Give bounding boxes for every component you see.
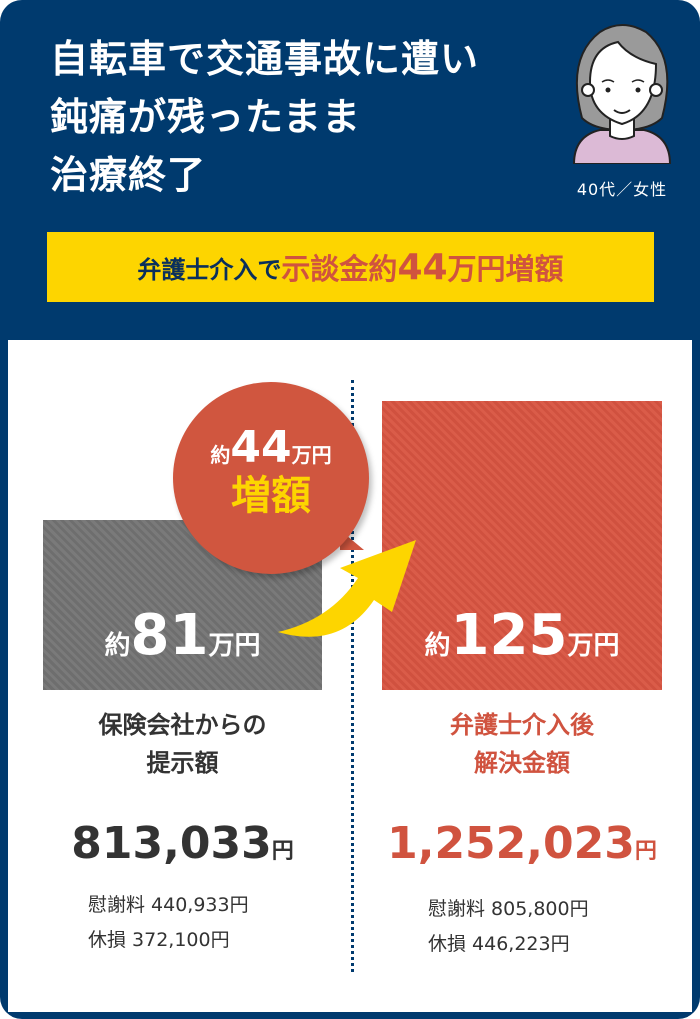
amount-unit: 万円 <box>567 631 620 661</box>
after-amount-box: 約125万円 <box>382 401 662 690</box>
woman-avatar-icon <box>572 24 672 164</box>
amount-unit: 万円 <box>208 631 261 661</box>
detail-line: 慰謝料 805,800円 <box>428 898 589 920</box>
title-line: 自転車で交通事故に遭い <box>50 36 480 81</box>
after-total: 1,252,023 <box>387 818 635 869</box>
after-details: 慰謝料 805,800円 休損 446,223円 <box>428 892 589 962</box>
title-line: 治療終了 <box>50 152 207 197</box>
amount-number: 125 <box>450 603 568 668</box>
amount-number: 81 <box>130 603 209 668</box>
banner-number: 44 <box>397 246 448 288</box>
banner-text: 万円増額 <box>447 252 564 286</box>
after-label: 弁護士介入後 <box>450 711 594 739</box>
bubble-number: 44 <box>230 422 292 473</box>
before-label: 提示額 <box>146 749 219 777</box>
detail-line: 休損 446,223円 <box>428 933 570 955</box>
banner-text: 示談金約 <box>281 252 398 286</box>
yen-unit: 円 <box>634 839 657 864</box>
detail-line: 慰謝料 440,933円 <box>88 894 249 916</box>
title-line: 鈍痛が残ったまま <box>50 94 361 139</box>
amount-prefix: 約 <box>424 631 451 661</box>
before-summary: 保険会社からの 提示額 813,033円 <box>43 706 322 869</box>
detail-line: 休損 372,100円 <box>88 929 230 951</box>
result-banner: 弁護士介入で 示談金約 44 万円増額 <box>47 232 654 302</box>
before-label: 保険会社からの <box>98 711 267 739</box>
before-details: 慰謝料 440,933円 休損 372,100円 <box>88 888 249 958</box>
bubble-label: 増額 <box>231 473 311 519</box>
divider <box>351 380 354 972</box>
increase-bubble: 約44万円 増額 <box>173 382 369 574</box>
bubble-unit: 万円 <box>291 443 332 467</box>
amount-prefix: 約 <box>104 631 131 661</box>
before-total: 813,033 <box>71 818 272 869</box>
increase-arrow-icon <box>278 540 416 637</box>
banner-text: 弁護士介入で <box>137 255 282 284</box>
profile-label: 40代／女性 <box>576 180 668 199</box>
after-summary: 弁護士介入後 解決金額 1,252,023円 <box>382 706 662 869</box>
after-label: 解決金額 <box>474 749 570 777</box>
yen-unit: 円 <box>271 839 294 864</box>
case-title: 自転車で交通事故に遭い 鈍痛が残ったまま 治療終了 <box>50 30 479 204</box>
bubble-prefix: 約 <box>210 443 231 467</box>
